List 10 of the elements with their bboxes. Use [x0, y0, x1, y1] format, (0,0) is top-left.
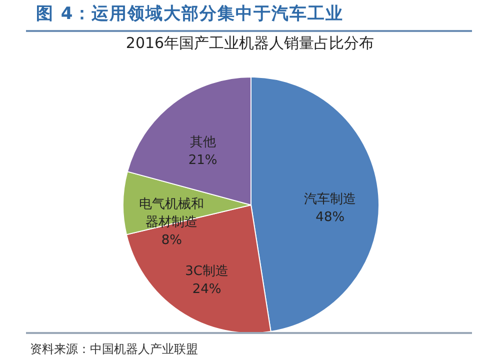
slice-label: 汽车制造 [304, 192, 356, 207]
chart-subtitle: 2016年国产工业机器人销量占比分布 [124, 34, 376, 53]
slice-label: 其他 [190, 134, 216, 150]
data-label: 24% [192, 282, 222, 297]
slice-label: 3C制造 [185, 264, 228, 279]
text: 资料来源：中国机器人产业联盟 [30, 341, 198, 358]
data-label: 8% [161, 232, 182, 248]
data-label: 48% [316, 210, 345, 225]
chart-title: 图 4：运用领域大部分集中于汽车工业 [36, 3, 344, 25]
data-label: 21% [188, 152, 218, 168]
